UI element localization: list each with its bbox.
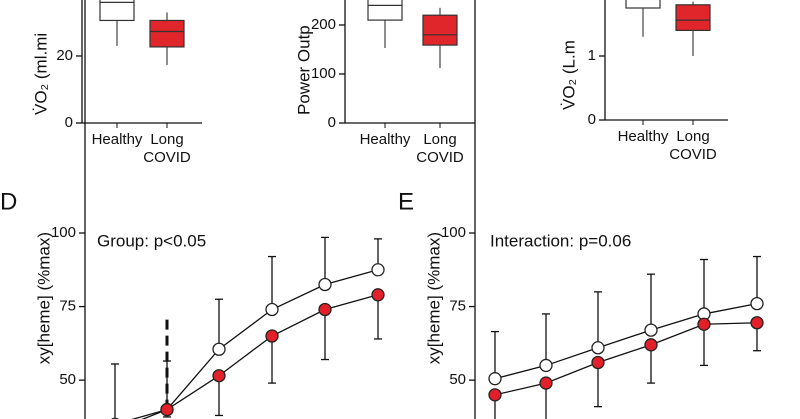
box (367, 0, 403, 21)
y-axis-label: xy[heme] (%max) (424, 232, 443, 364)
marker (371, 288, 385, 302)
marker (591, 355, 605, 370)
y-tick-label: 100 (441, 224, 466, 241)
marker (212, 342, 226, 356)
x-tick-label: Healthy (617, 128, 669, 145)
box (149, 19, 185, 48)
x-tick-label: Healthy (359, 131, 411, 148)
y-tick-label: 50 (449, 371, 466, 388)
y-tick-label: 100 (311, 65, 336, 82)
y-tick-label: 20 (56, 47, 73, 64)
marker (539, 358, 553, 373)
annotation: Interaction: p=0.06 (490, 231, 631, 250)
marker (212, 369, 226, 383)
box (99, 0, 135, 22)
y-tick-label: 50 (59, 371, 76, 388)
marker (265, 329, 279, 343)
marker (591, 341, 605, 355)
panel-label: D (0, 188, 17, 215)
y-axis-label: V̇O₂ (ml.mi (31, 33, 50, 115)
marker (697, 317, 711, 331)
y-tick-label: 200 (311, 16, 336, 33)
marker (488, 388, 502, 402)
marker (318, 277, 332, 292)
marker (750, 296, 764, 311)
y-tick-label: 0 (588, 111, 596, 128)
marker (644, 323, 658, 337)
series-line (141, 294, 379, 419)
x-tick-label: Long COVID (143, 131, 191, 166)
x-tick-label: Long COVID (416, 131, 464, 166)
y-tick-label: 100 (51, 224, 76, 241)
marker (318, 302, 332, 317)
y-tick-label: 75 (449, 298, 466, 315)
marker (750, 316, 764, 330)
x-tick-label: Long COVID (669, 128, 717, 163)
y-axis-label: Power Outp (294, 25, 313, 115)
panel-label: E (398, 188, 414, 215)
series-line (494, 322, 758, 396)
y-tick-label: 0 (65, 114, 73, 131)
marker (488, 372, 502, 386)
y-tick-label: 75 (59, 298, 76, 315)
y-axis-label: V̇O₂ (L.m (559, 40, 578, 110)
y-axis-label: xy[heme] (%max) (34, 232, 53, 364)
marker (644, 338, 658, 352)
marker (371, 263, 385, 277)
y-tick-label: 0 (328, 114, 336, 131)
series-line (131, 269, 379, 419)
box (675, 4, 711, 32)
marker (160, 402, 174, 417)
annotation: Group: p<0.05 (97, 231, 206, 250)
marker (265, 302, 279, 317)
box (625, 0, 661, 9)
marker (539, 376, 553, 390)
series-line (494, 302, 758, 380)
y-tick-label: 1 (588, 47, 596, 64)
box (422, 14, 458, 46)
x-tick-label: Healthy (91, 131, 143, 148)
